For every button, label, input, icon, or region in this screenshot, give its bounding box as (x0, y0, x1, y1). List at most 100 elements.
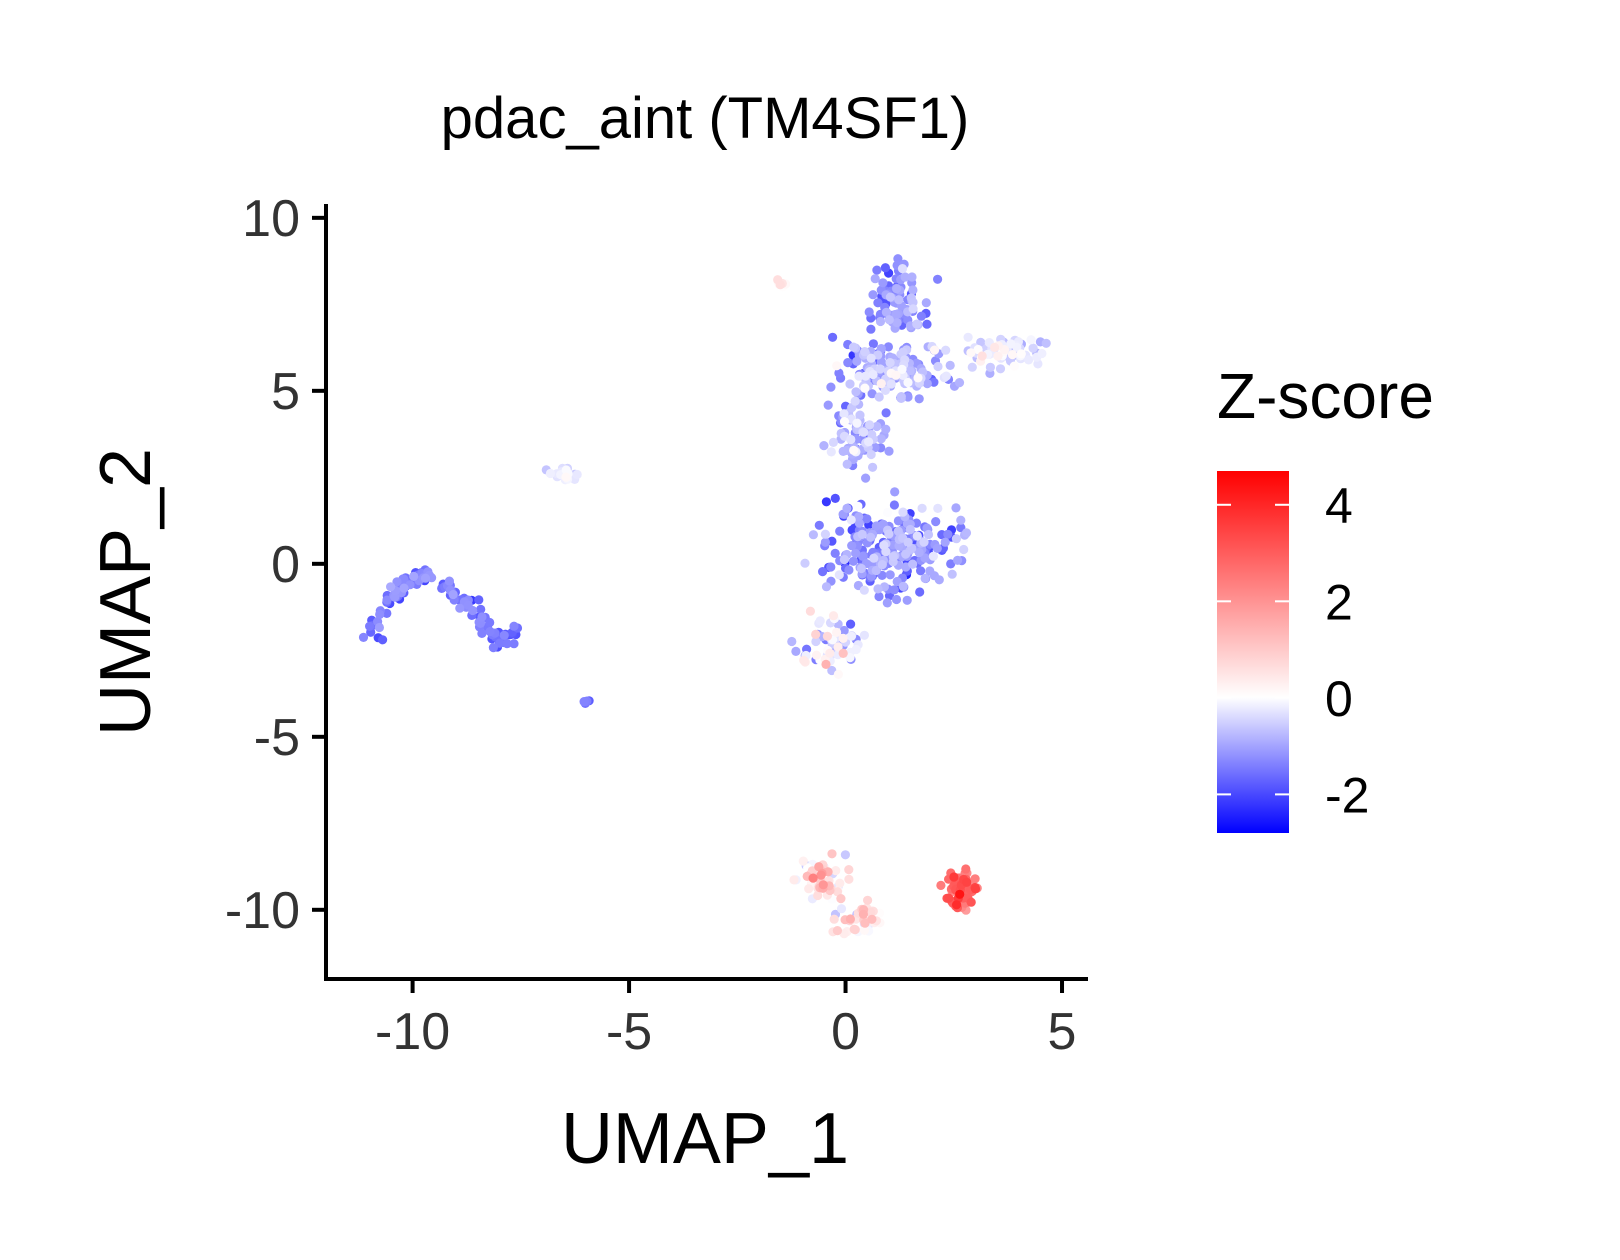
y-ticks: 10 5 0 -5 -10 (225, 190, 326, 940)
data-point (826, 562, 836, 572)
data-point (420, 573, 431, 583)
data-point (798, 856, 808, 866)
data-point (495, 638, 505, 648)
data-point (876, 379, 886, 389)
data-point (843, 358, 853, 368)
data-point (825, 648, 835, 658)
data-point (885, 570, 895, 580)
data-point (382, 595, 392, 605)
data-point (893, 526, 903, 536)
data-point (850, 925, 860, 935)
data-point (933, 361, 943, 372)
data-point (890, 487, 900, 497)
data-point (913, 373, 923, 383)
data-point (851, 644, 861, 655)
data-point (846, 434, 856, 445)
data-point (832, 627, 842, 638)
data-point (832, 361, 842, 371)
data-point (941, 345, 951, 355)
data-point (579, 697, 589, 707)
data-point (839, 554, 850, 565)
data-point (378, 635, 388, 645)
data-point (826, 382, 836, 392)
data-point (839, 417, 850, 427)
data-point (858, 909, 869, 919)
data-point (485, 617, 495, 628)
data-point (866, 532, 876, 542)
data-point (903, 377, 913, 388)
data-point (976, 337, 986, 347)
chart-title: pdac_aint (TM4SF1) (441, 86, 970, 151)
data-point (845, 653, 855, 663)
data-point (905, 524, 915, 535)
data-point (883, 507, 893, 518)
data-point (828, 437, 839, 447)
data-point (805, 606, 816, 616)
data-point (455, 603, 465, 613)
data-point (946, 559, 956, 569)
data-point (919, 537, 929, 547)
data-point (912, 319, 922, 329)
data-points (358, 254, 1051, 939)
data-point (799, 655, 809, 665)
colorbar-label: 2 (1325, 574, 1353, 630)
data-point (829, 914, 839, 924)
data-point (941, 371, 951, 381)
data-point (485, 626, 495, 637)
data-point (811, 636, 821, 647)
data-point (898, 347, 908, 357)
data-point (789, 875, 799, 885)
x-ticks: -10 -5 0 5 (375, 979, 1076, 1061)
data-point (859, 585, 869, 595)
data-point (845, 914, 856, 924)
data-point (791, 646, 801, 657)
data-point (872, 265, 882, 275)
data-point (821, 582, 832, 592)
data-point (1028, 343, 1038, 353)
data-point (1016, 349, 1026, 359)
y-tick-label: 0 (271, 536, 300, 594)
data-point (901, 549, 911, 559)
data-point (934, 575, 944, 585)
data-point (804, 884, 814, 894)
data-point (867, 389, 877, 399)
data-point (499, 630, 509, 640)
data-point (952, 900, 962, 910)
data-point (844, 874, 854, 884)
data-point (860, 383, 870, 393)
data-point (874, 392, 884, 402)
data-point (836, 904, 847, 914)
data-point (444, 576, 454, 586)
data-point (509, 639, 519, 649)
data-point (857, 529, 867, 540)
data-point (884, 529, 894, 539)
data-point (852, 418, 862, 428)
data-point (953, 555, 963, 565)
data-point (365, 621, 375, 631)
data-point (883, 342, 894, 352)
data-point (912, 531, 922, 541)
data-point (866, 449, 876, 460)
data-point (509, 621, 519, 631)
data-point (923, 529, 934, 540)
data-point (884, 315, 894, 325)
data-point (844, 565, 854, 575)
data-point (860, 918, 870, 928)
data-point (922, 319, 932, 329)
data-point (1037, 348, 1047, 359)
data-point (962, 877, 972, 887)
data-point (828, 332, 838, 342)
data-point (929, 345, 940, 355)
data-point (920, 553, 930, 563)
data-point (871, 565, 881, 576)
data-point (879, 540, 889, 551)
data-point (835, 526, 845, 536)
data-point (820, 529, 831, 539)
data-point (898, 507, 908, 517)
data-point (864, 307, 874, 317)
data-point (954, 378, 965, 388)
data-point (858, 551, 868, 561)
data-point (869, 553, 879, 563)
data-point (925, 566, 935, 576)
